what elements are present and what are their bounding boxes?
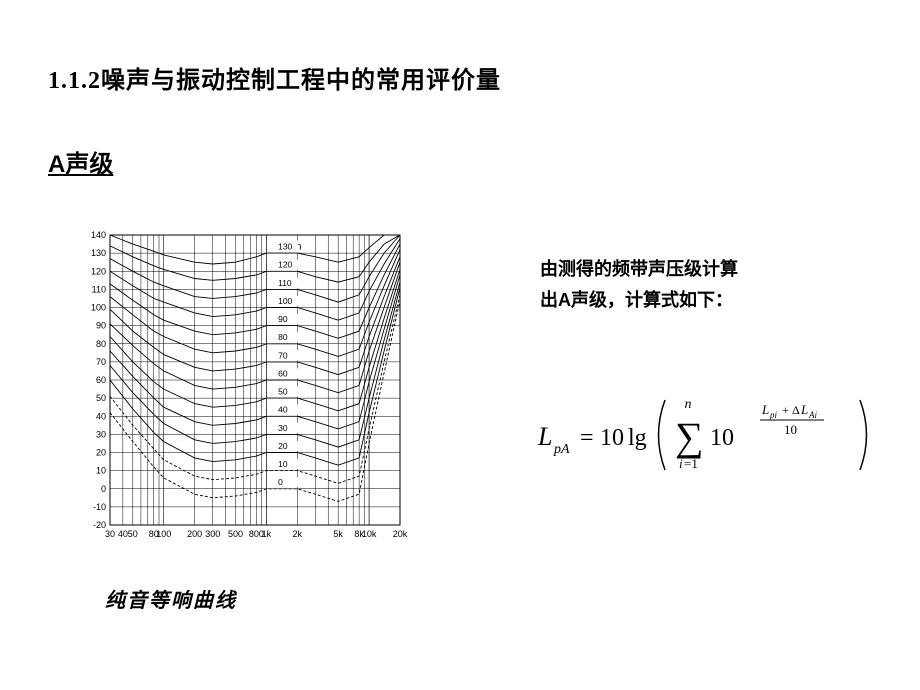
svg-text:100: 100: [278, 296, 292, 306]
svg-text:-10: -10: [93, 502, 106, 512]
svg-text:300: 300: [205, 529, 220, 539]
paren-right: [860, 400, 867, 470]
svg-text:10: 10: [278, 459, 288, 469]
svg-text:30: 30: [96, 429, 106, 439]
svg-text:130: 130: [278, 242, 292, 252]
svg-text:50: 50: [96, 393, 106, 403]
formula-func: lg: [628, 425, 647, 451]
exp-L2-sub: Ai: [808, 410, 817, 420]
svg-text:20: 20: [96, 448, 106, 458]
svg-text:140: 140: [91, 230, 106, 240]
formula-coeff: 10: [600, 425, 624, 451]
exp-plus: +: [782, 403, 789, 417]
exp-delta: Δ: [792, 403, 800, 417]
formula-base: 10: [710, 425, 734, 451]
svg-text:120: 120: [91, 266, 106, 276]
desc-line2: 出A声级，计算式如下：: [540, 290, 733, 310]
svg-text:30: 30: [278, 423, 288, 433]
svg-text:60: 60: [96, 375, 106, 385]
svg-text:70: 70: [96, 357, 106, 367]
svg-text:30: 30: [105, 529, 115, 539]
sigma-icon: ∑: [675, 414, 704, 459]
equal-loudness-chart: -20-100102030405060708090100110120130140…: [75, 230, 415, 550]
svg-text:10: 10: [96, 466, 106, 476]
svg-text:90: 90: [278, 314, 288, 324]
svg-text:20k: 20k: [393, 529, 408, 539]
formula-eq: =: [580, 425, 594, 451]
svg-text:50: 50: [278, 387, 288, 397]
formula: L pA = 10 lg ∑ n i =1 10 L pi + Δ L Ai 1…: [530, 390, 890, 480]
sum-bottom-eq: =1: [684, 456, 698, 471]
svg-text:5k: 5k: [333, 529, 343, 539]
desc-line1: 由测得的频带声压级计算: [540, 259, 738, 279]
svg-text:50: 50: [128, 529, 138, 539]
svg-text:40: 40: [118, 529, 128, 539]
svg-text:10k: 10k: [362, 529, 377, 539]
chart-caption: 纯音等响曲线: [105, 584, 237, 613]
svg-text:500: 500: [228, 529, 243, 539]
svg-text:100: 100: [91, 303, 106, 313]
svg-text:100: 100: [156, 529, 171, 539]
svg-text:80: 80: [96, 339, 106, 349]
exp-den: 10: [784, 422, 797, 437]
svg-text:120: 120: [278, 260, 292, 270]
formula-svg: L pA = 10 lg ∑ n i =1 10 L pi + Δ L Ai 1…: [530, 390, 890, 480]
exp-L1-sub: pi: [769, 410, 778, 420]
svg-text:40: 40: [278, 405, 288, 415]
exp-L1: L: [761, 402, 769, 417]
svg-text:2k: 2k: [293, 529, 303, 539]
description-text: 由测得的频带声压级计算 出A声级，计算式如下：: [540, 254, 880, 315]
svg-text:40: 40: [96, 411, 106, 421]
svg-text:80: 80: [278, 332, 288, 342]
chart-svg: -20-100102030405060708090100110120130140…: [75, 230, 415, 550]
exponent-group: L pi + Δ L Ai 10: [760, 402, 824, 437]
exp-L2: L: [800, 402, 808, 417]
svg-text:0: 0: [278, 477, 283, 487]
svg-text:20: 20: [278, 441, 288, 451]
svg-text:60: 60: [278, 368, 288, 378]
svg-text:200: 200: [187, 529, 202, 539]
svg-text:130: 130: [91, 248, 106, 258]
svg-text:0: 0: [101, 484, 106, 494]
sub-title: A声级: [48, 144, 113, 179]
formula-lhs-var: L: [537, 422, 552, 451]
svg-text:110: 110: [92, 284, 106, 294]
svg-text:70: 70: [278, 350, 288, 360]
sum-bottom-var: i: [679, 456, 683, 471]
svg-text:90: 90: [96, 321, 106, 331]
svg-text:110: 110: [278, 278, 292, 288]
formula-lhs-sub: pA: [553, 442, 570, 457]
svg-text:1k: 1k: [262, 529, 272, 539]
sum-top: n: [685, 397, 692, 412]
paren-left: [659, 400, 666, 470]
section-title: 1.1.2噪声与振动控制工程中的常用评价量: [48, 60, 501, 95]
